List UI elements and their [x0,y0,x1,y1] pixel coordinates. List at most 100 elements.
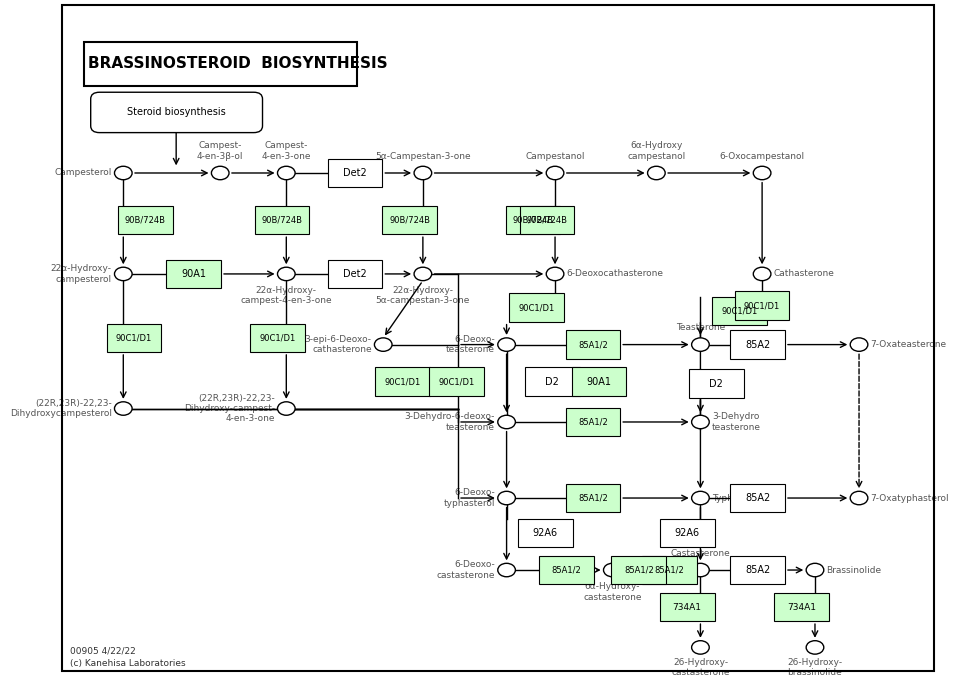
Text: 6-Deoxocathasterone: 6-Deoxocathasterone [566,269,663,278]
Circle shape [498,563,515,577]
Text: Campestanol: Campestanol [526,152,585,161]
Text: 734A1: 734A1 [787,602,816,612]
FancyBboxPatch shape [328,159,382,187]
Text: 90B/724B: 90B/724B [512,216,554,224]
Circle shape [692,491,709,505]
Text: Campesterol: Campesterol [55,168,111,177]
Circle shape [114,267,132,281]
Text: BRASSINOSTEROID  BIOSYNTHESIS: BRASSINOSTEROID BIOSYNTHESIS [88,56,387,71]
FancyBboxPatch shape [660,593,715,621]
FancyBboxPatch shape [611,556,666,584]
Text: 85A1/2: 85A1/2 [552,565,581,574]
FancyBboxPatch shape [376,368,430,396]
Circle shape [753,166,771,180]
FancyBboxPatch shape [509,293,564,322]
Circle shape [850,338,868,351]
Text: 85A1/2: 85A1/2 [579,340,607,349]
Text: Cathasterone: Cathasterone [774,269,834,278]
Circle shape [850,491,868,505]
Text: 90B/724B: 90B/724B [527,216,568,224]
Circle shape [546,166,564,180]
Text: 3-Dehydro-6-deoxo-
teasterone: 3-Dehydro-6-deoxo- teasterone [405,413,495,432]
Text: 92A6: 92A6 [532,528,558,538]
FancyBboxPatch shape [520,206,575,234]
Text: Brassinolide: Brassinolide [826,565,881,574]
Text: 22α-Hydroxy-
campesterol: 22α-Hydroxy- campesterol [51,264,111,284]
Text: D2: D2 [546,376,559,387]
FancyBboxPatch shape [730,484,785,512]
Circle shape [414,267,431,281]
Text: 6α-Hydroxy
campestanol: 6α-Hydroxy campestanol [628,141,685,161]
FancyBboxPatch shape [539,556,594,584]
Text: Typhasterol: Typhasterol [712,494,764,503]
Text: 90C1/D1: 90C1/D1 [384,377,421,386]
Text: 6-Deoxo-
typhasterol: 6-Deoxo- typhasterol [444,488,495,507]
Text: 3-Dehydro
teasterone: 3-Dehydro teasterone [712,413,761,432]
Text: Campest-
4-en-3-one: Campest- 4-en-3-one [261,141,311,161]
Circle shape [546,267,564,281]
Text: 5α-Campestan-3-one: 5α-Campestan-3-one [375,152,471,161]
FancyBboxPatch shape [525,368,579,396]
Circle shape [211,166,229,180]
Text: 00905 4/22/22: 00905 4/22/22 [70,647,136,655]
Text: 6α-Hydroxy-
castasterone: 6α-Hydroxy- castasterone [583,582,642,602]
FancyBboxPatch shape [90,92,262,132]
Text: 92A6: 92A6 [675,528,700,538]
FancyBboxPatch shape [642,556,697,584]
Text: Teasterone: Teasterone [676,323,725,333]
FancyBboxPatch shape [566,484,620,512]
Text: 85A1/2: 85A1/2 [579,417,607,426]
Text: 90A1: 90A1 [586,376,611,387]
Text: 85A2: 85A2 [745,565,771,575]
Circle shape [692,640,709,654]
FancyBboxPatch shape [712,297,767,325]
Circle shape [498,415,515,429]
FancyBboxPatch shape [505,206,560,234]
FancyBboxPatch shape [689,370,744,398]
FancyBboxPatch shape [84,42,357,85]
Text: D2: D2 [709,379,724,389]
FancyBboxPatch shape [107,324,161,352]
Circle shape [114,402,132,415]
Text: 90A1: 90A1 [182,269,207,279]
FancyBboxPatch shape [735,291,789,320]
Text: 90B/724B: 90B/724B [125,216,166,224]
Circle shape [692,563,709,577]
Circle shape [806,640,824,654]
FancyBboxPatch shape [660,519,715,547]
Circle shape [278,166,295,180]
FancyBboxPatch shape [730,331,785,359]
Circle shape [498,491,515,505]
Text: 90B/724B: 90B/724B [261,216,303,224]
Text: 7-Oxatyphasterol: 7-Oxatyphasterol [871,494,949,503]
Text: (22R,23R)-22,23-
Dihydroxycampesterol: (22R,23R)-22,23- Dihydroxycampesterol [10,399,111,418]
Text: (c) Kanehisa Laboratories: (c) Kanehisa Laboratories [70,659,186,668]
FancyBboxPatch shape [255,206,309,234]
Text: Campest-
4-en-3β-ol: Campest- 4-en-3β-ol [197,141,243,161]
FancyBboxPatch shape [118,206,173,234]
Text: 90B/724B: 90B/724B [389,216,431,224]
Text: 90C1/D1: 90C1/D1 [744,301,780,310]
Circle shape [278,267,295,281]
Text: 90C1/D1: 90C1/D1 [259,333,296,342]
Text: 85A1/2: 85A1/2 [579,494,607,503]
Text: 90C1/D1: 90C1/D1 [721,306,757,316]
FancyBboxPatch shape [572,368,627,396]
Circle shape [278,402,295,415]
Text: 85A1/2: 85A1/2 [654,565,684,574]
FancyBboxPatch shape [518,519,573,547]
FancyBboxPatch shape [730,556,785,584]
Text: 7-Oxateasterone: 7-Oxateasterone [871,340,947,349]
Text: 734A1: 734A1 [673,602,702,612]
Text: Det2: Det2 [343,168,367,178]
Circle shape [692,415,709,429]
Circle shape [375,338,392,351]
Text: 6-Deoxo-
castasterone: 6-Deoxo- castasterone [436,561,495,580]
FancyBboxPatch shape [429,368,483,396]
Text: 85A2: 85A2 [745,493,771,503]
Circle shape [806,563,824,577]
Text: Castasterone: Castasterone [671,549,730,558]
Text: (22R,23R)-22,23-
Dihydroxy-campest-
4-en-3-one: (22R,23R)-22,23- Dihydroxy-campest- 4-en… [184,394,275,424]
Text: 90C1/D1: 90C1/D1 [115,333,152,342]
Text: 26-Hydroxy-
castasterone: 26-Hydroxy- castasterone [671,657,729,677]
